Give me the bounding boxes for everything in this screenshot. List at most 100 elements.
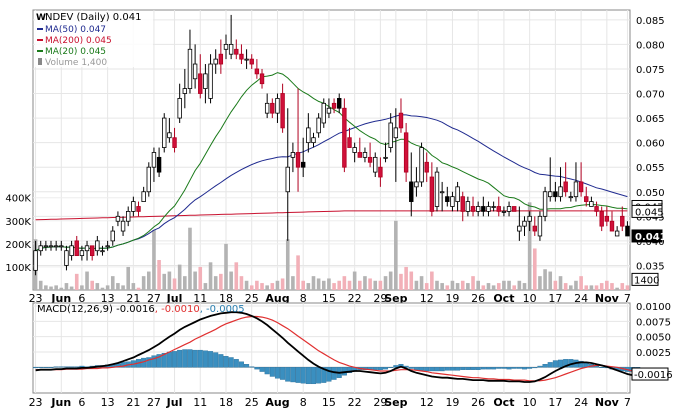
candle-body xyxy=(414,181,419,188)
x-tick-label: 10 xyxy=(523,292,537,305)
x-tick-label: Oct xyxy=(493,292,514,305)
macd-histogram-bar xyxy=(218,354,224,368)
macd-histogram-bar xyxy=(238,361,244,368)
volume-bar xyxy=(280,278,285,290)
volume-bar xyxy=(358,280,362,290)
volume-bar xyxy=(435,280,439,290)
x-tick-label: Oct xyxy=(493,396,514,409)
candle-body xyxy=(424,161,429,173)
candle-body xyxy=(228,43,234,55)
volume-bar xyxy=(162,273,167,290)
candle-body xyxy=(74,240,79,257)
x-tick-label: 22 xyxy=(348,292,362,305)
volume-bar xyxy=(64,283,69,290)
macd-histogram-bar xyxy=(480,367,486,370)
x-tick-label: 27 xyxy=(147,396,161,409)
x-tick-label: Jun xyxy=(50,396,71,409)
macd-histogram-bar xyxy=(331,367,337,380)
candle-body xyxy=(331,102,337,109)
macd-histogram-bar xyxy=(372,367,378,370)
stockcharts-logo: W xyxy=(36,13,46,23)
macd-histogram-bar xyxy=(197,349,203,368)
candle-body xyxy=(512,206,517,212)
candle-body xyxy=(218,53,224,65)
volume-bar xyxy=(316,278,321,290)
macd-histogram-bar xyxy=(511,367,517,369)
macd-histogram-bar xyxy=(449,367,455,371)
candle-body xyxy=(192,63,198,80)
candle-body xyxy=(532,225,537,232)
candle-body xyxy=(378,166,383,178)
volume-bar xyxy=(466,283,470,290)
macd-histogram-bar xyxy=(172,351,178,368)
volume-y-tick-label: 400K xyxy=(5,194,31,205)
legend-background xyxy=(35,11,153,67)
volume-bar xyxy=(584,285,589,290)
macd-histogram-bar xyxy=(455,367,461,371)
volume-bar xyxy=(594,285,599,290)
macd-histogram-bar xyxy=(465,367,471,370)
price-marker-box xyxy=(631,229,663,243)
macd-plot-frame xyxy=(32,302,631,394)
volume-bar xyxy=(455,283,460,290)
candle-body xyxy=(280,93,285,129)
volume-bar xyxy=(543,269,547,290)
candle-body xyxy=(455,186,460,202)
volume-bar xyxy=(183,276,187,290)
macd-histogram-bar xyxy=(383,367,389,370)
macd-histogram-bar xyxy=(48,367,54,368)
volume-bar xyxy=(121,285,125,290)
candle-body xyxy=(95,240,100,252)
candle-body xyxy=(131,201,136,212)
volume-bar xyxy=(285,239,290,290)
macd-histogram-bar xyxy=(38,367,44,368)
ma20-line xyxy=(35,72,628,252)
volume-y-tick-label: 100K xyxy=(5,263,31,274)
x-tick-label: 11 xyxy=(193,396,207,409)
candle-body xyxy=(306,127,311,144)
x-tick-label: 23 xyxy=(29,292,43,305)
macd-histogram-bar xyxy=(151,355,157,368)
candle-body xyxy=(156,156,162,173)
macd-histogram-bar xyxy=(578,360,584,368)
x-tick-label: 25 xyxy=(245,292,259,305)
macd-y-tick-label: 0.0025 xyxy=(636,348,671,359)
volume-bar xyxy=(363,276,367,290)
candle-body xyxy=(589,201,594,207)
volume-bar xyxy=(337,280,342,290)
volume-bar xyxy=(152,230,156,290)
macd-title-segment: , -0.0010 xyxy=(155,304,200,315)
macd-histogram-bar xyxy=(300,367,306,384)
macd-histogram-bar xyxy=(63,366,69,368)
legend-entry: MA(20) 0.045 xyxy=(45,47,106,57)
macd-line xyxy=(35,311,639,383)
macd-histogram-bar xyxy=(506,367,512,370)
legend-entry: MA(200) 0.045 xyxy=(45,36,112,46)
volume-bar xyxy=(553,280,558,290)
candle-body xyxy=(439,191,445,194)
volume-bar xyxy=(219,273,223,290)
volume-bar xyxy=(424,283,429,290)
volume-bar xyxy=(296,255,300,290)
volume-bar xyxy=(311,276,316,290)
candle-body xyxy=(347,137,352,148)
candle-body xyxy=(48,245,54,248)
macd-histogram-bar xyxy=(413,367,419,370)
x-tick-label: Sep xyxy=(384,292,407,305)
candle-body xyxy=(398,112,404,129)
macd-histogram-bar xyxy=(429,367,435,372)
macd-histogram-bar xyxy=(552,360,558,368)
volume-bar xyxy=(491,285,496,290)
candle-body xyxy=(403,132,409,173)
volume-bar xyxy=(74,273,79,290)
macd-histogram-bar xyxy=(542,364,548,368)
macd-histogram-bar xyxy=(280,367,286,380)
x-tick-label: Nov xyxy=(595,396,620,409)
x-tick-label: 21 xyxy=(126,396,140,409)
x-tick-label: 15 xyxy=(322,396,336,409)
volume-bar xyxy=(131,283,136,290)
candle-body xyxy=(604,215,610,222)
x-tick-label: 29 xyxy=(373,396,387,409)
candle-body xyxy=(491,206,496,208)
